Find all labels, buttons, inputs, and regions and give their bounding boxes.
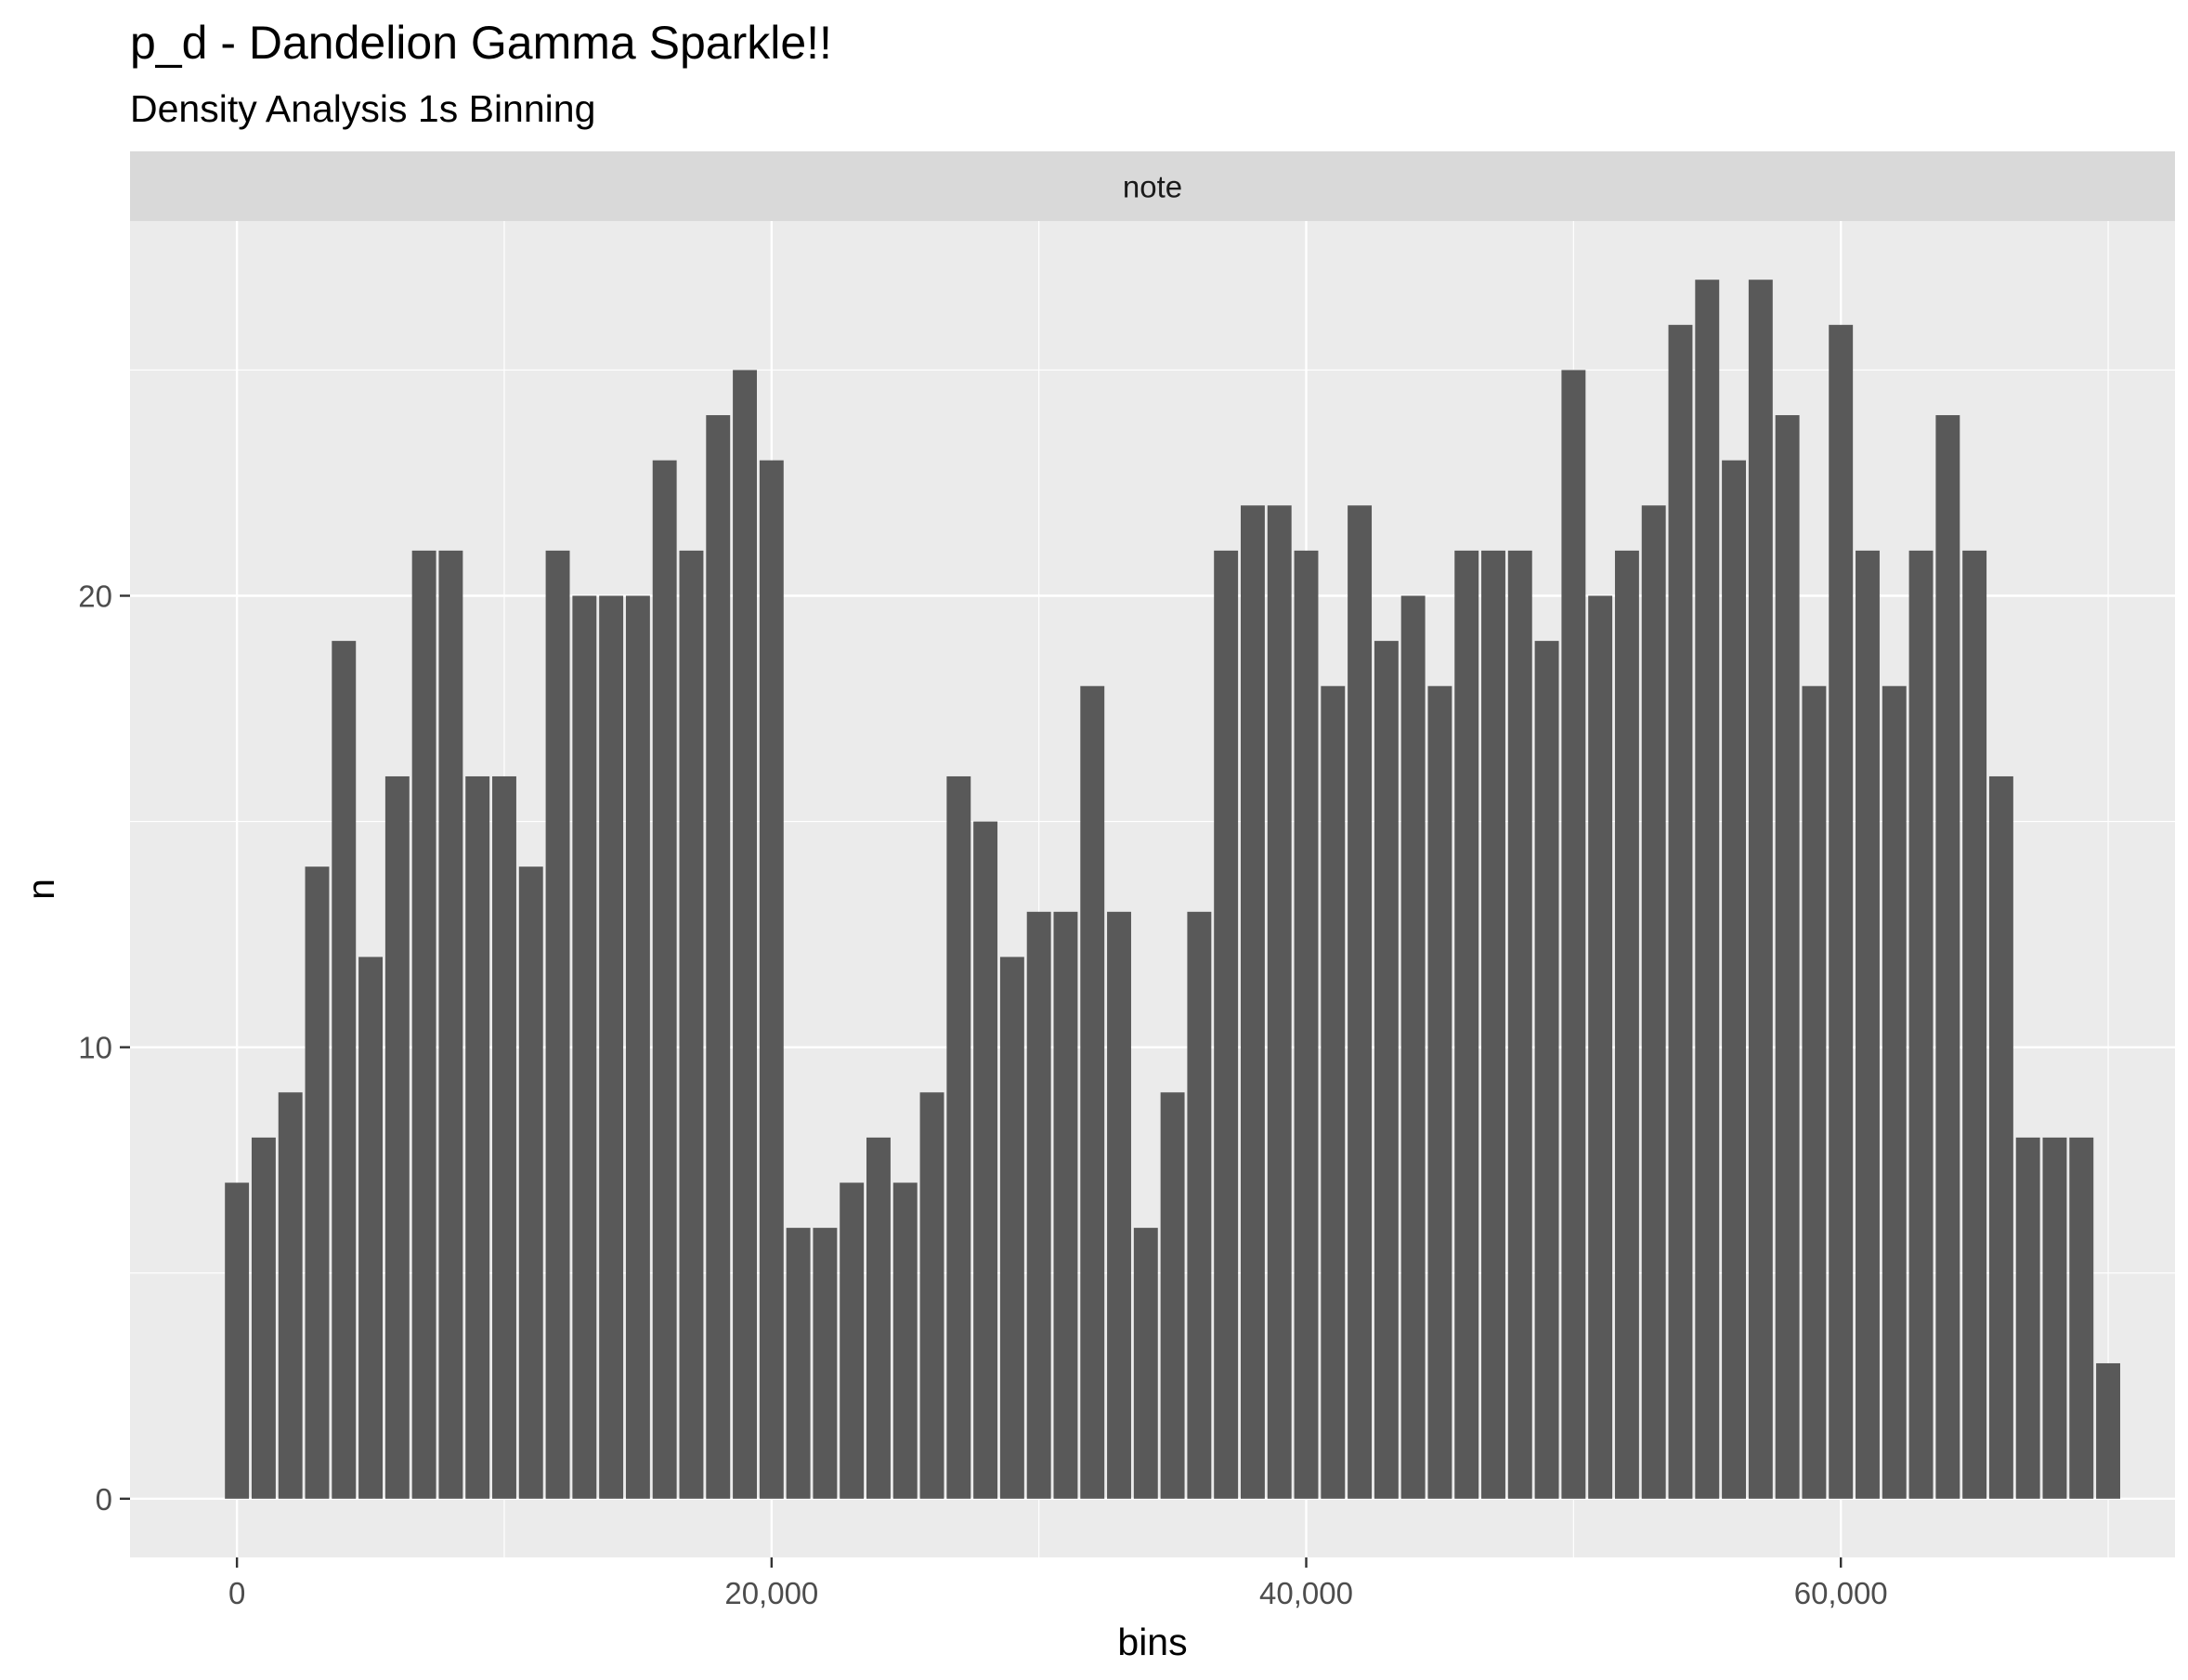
bar <box>411 550 436 1499</box>
bar <box>1641 505 1666 1499</box>
chart-title: p_d - Dandelion Gamma Sparkle!! <box>130 17 832 69</box>
bar <box>919 1092 944 1499</box>
bar <box>1534 641 1559 1499</box>
x-axis-title: bins <box>1117 1621 1187 1663</box>
bar <box>2042 1137 2067 1499</box>
bar <box>866 1137 891 1499</box>
bar <box>999 957 1024 1499</box>
bar <box>305 866 330 1499</box>
bar <box>1374 641 1399 1499</box>
bar <box>1214 550 1239 1499</box>
bar <box>1294 550 1319 1499</box>
facet-label: note <box>1123 170 1182 204</box>
bar <box>332 641 357 1499</box>
bar <box>278 1092 303 1499</box>
bar <box>1080 685 1105 1499</box>
bar <box>2069 1137 2094 1499</box>
bar <box>1988 775 2013 1499</box>
bar <box>759 460 784 1499</box>
bars <box>225 280 2120 1499</box>
bar <box>1829 324 1854 1499</box>
bar <box>1026 911 1051 1499</box>
bar <box>251 1137 276 1499</box>
bar <box>1614 550 1639 1499</box>
facet-strip <box>130 151 2175 221</box>
bar <box>358 957 384 1499</box>
bar <box>492 775 516 1499</box>
bar <box>1802 685 1827 1499</box>
bar <box>679 550 704 1499</box>
bar <box>225 1182 250 1499</box>
x-tick-label: 20,000 <box>724 1576 818 1610</box>
bar <box>840 1182 865 1499</box>
y-axis-title: n <box>20 879 62 900</box>
bar <box>813 1228 838 1499</box>
bar <box>706 415 731 1499</box>
bar <box>599 595 624 1499</box>
bar <box>2015 1137 2040 1499</box>
bar <box>1962 550 1987 1499</box>
bar <box>1481 550 1505 1499</box>
bar <box>1722 460 1747 1499</box>
bar <box>1133 1228 1158 1499</box>
bar <box>465 775 490 1499</box>
bar <box>973 821 998 1499</box>
chart-subtitle: Density Analysis 1s Binning <box>130 87 595 130</box>
bar <box>1107 911 1131 1499</box>
y-tick-label: 20 <box>78 580 112 614</box>
x-tick-label: 60,000 <box>1794 1576 1888 1610</box>
bar <box>1321 685 1346 1499</box>
bar <box>1160 1092 1185 1499</box>
bar <box>438 550 463 1499</box>
bar <box>786 1228 811 1499</box>
bar <box>1267 505 1292 1499</box>
bar <box>1561 370 1586 1499</box>
bar <box>1856 550 1880 1499</box>
bar <box>1187 911 1212 1499</box>
y-axis: 0 10 20 <box>78 580 130 1517</box>
y-tick-label: 10 <box>78 1031 112 1065</box>
bar <box>1348 505 1373 1499</box>
bar <box>946 775 971 1499</box>
bar <box>1882 685 1907 1499</box>
bar <box>518 866 543 1499</box>
bar <box>652 460 677 1499</box>
bar <box>733 370 757 1499</box>
bar <box>572 595 597 1499</box>
bar <box>1908 550 1934 1499</box>
bar <box>1507 550 1532 1499</box>
bar <box>384 775 410 1499</box>
x-tick-label: 0 <box>228 1576 245 1610</box>
x-tick-label: 40,000 <box>1259 1576 1353 1610</box>
bar <box>625 595 650 1499</box>
bar <box>1427 685 1452 1499</box>
y-tick-label: 0 <box>96 1482 112 1517</box>
bar <box>1935 415 1960 1499</box>
bar <box>892 1182 918 1499</box>
bar <box>545 550 570 1499</box>
bar <box>1053 911 1078 1499</box>
bar <box>1748 280 1773 1499</box>
bar <box>1695 280 1720 1499</box>
x-axis: 0 20,000 40,000 60,000 <box>228 1557 1888 1610</box>
bar <box>1668 324 1693 1499</box>
bar <box>1588 595 1613 1499</box>
bar <box>1240 505 1265 1499</box>
bar <box>1454 550 1479 1499</box>
bar <box>1775 415 1800 1499</box>
bar <box>2096 1362 2120 1499</box>
bar <box>1400 595 1426 1499</box>
